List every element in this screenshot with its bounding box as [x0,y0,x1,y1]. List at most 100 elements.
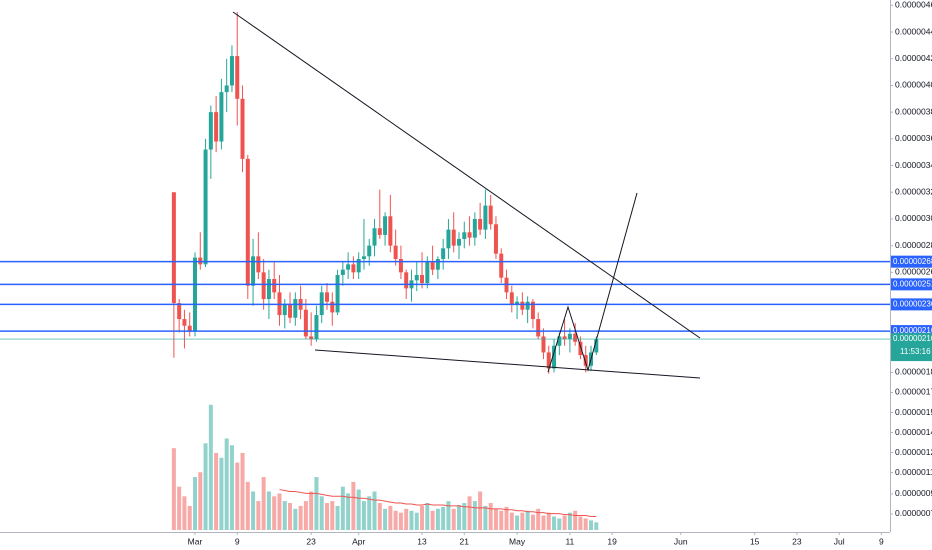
candle-body [171,192,176,304]
x-tick-label: Jul [834,536,845,546]
volume-bar [435,508,440,530]
candle-body [594,339,599,353]
candle-body [340,269,345,276]
y-tick-label: 0.00000170 [895,387,932,397]
candle-body [562,336,567,340]
candle-body [256,256,261,273]
x-tick-label: May [509,536,526,546]
candle-body [303,309,308,337]
volume-bar [420,505,425,530]
candle-body [530,301,535,320]
volume-bar [214,452,219,530]
candle-body [441,248,446,259]
volume-bar [224,438,229,530]
level-label: 0.00000216 [893,326,932,335]
candle-body [520,301,525,310]
candle-body [388,216,393,246]
candle-body [446,229,451,249]
volume-bar [356,489,361,530]
y-tick-label: 0.00000280 [895,240,932,250]
level-label-box [891,298,932,311]
volume-bar [193,477,197,530]
candle-body [578,341,583,356]
volume-bar [351,481,356,530]
volume-bar [361,501,366,530]
candle-body [245,158,250,286]
candle-body [377,228,382,235]
volume-bar [393,510,398,530]
candle-body [235,56,240,99]
volume-bar [367,496,372,530]
candle-body [567,333,572,340]
volume-bar [245,481,250,530]
candle-body [177,303,182,320]
volume-bar [462,503,467,530]
volume-bar [240,452,245,530]
candle-body [414,275,419,281]
candle-body [457,238,461,246]
volume-bar [430,510,435,530]
level-label-box [891,255,932,268]
y-tick-label: 0.00000340 [895,160,932,170]
volume-bar [478,491,483,530]
volume-bar [272,496,277,530]
candle-body [182,319,187,326]
candle-body [372,228,377,246]
candle-body [361,256,366,259]
x-tick-label: 13 [417,536,427,546]
level-label-box [891,278,932,291]
projection-path [547,192,638,373]
candle-body [293,299,298,318]
x-tick-label: Apr [352,536,365,546]
candle-body [261,272,266,300]
volume-bar [552,516,557,530]
x-tick-label: 23 [306,536,316,546]
volume-bar [515,515,520,530]
volume-bar [583,518,588,530]
y-tick-label: 0.00000440 [895,26,932,36]
candle-body [435,258,440,270]
candle-body [541,336,546,353]
candle-body [557,336,562,346]
volume-bar [530,514,535,530]
volume-bar [256,501,261,530]
candle-body [573,333,578,342]
candle-body [367,245,372,257]
candle-body [493,224,498,254]
volume-bar [335,505,340,530]
trend-line [232,11,701,339]
candle-body [193,257,197,332]
volume-bar [208,404,213,530]
volume-bar [383,508,388,530]
volume-bar [340,486,345,530]
candle-body [467,232,472,238]
volume-bar [319,496,324,530]
y-tick-label: 0.00000460 [895,0,932,10]
x-tick-label: Mar [188,536,203,546]
candle-body [546,352,551,369]
candle-body [430,261,435,270]
candle-body [335,275,340,313]
candle-body [515,301,520,305]
y-tick-label: 0.00000125 [895,447,932,457]
volume-bar [229,445,234,530]
candle-body [346,264,351,270]
volume-bar [251,491,256,530]
volume-bar [425,503,430,530]
volume-bar [504,506,509,530]
volume-bar [457,504,461,530]
candle-body [383,216,388,235]
volume-bar [235,462,240,530]
volume-bar [187,505,192,530]
candle-body [229,56,234,86]
candle-body [187,325,192,332]
candle-body [472,218,477,238]
volume-bar [483,505,488,530]
x-tick-label: 15 [750,536,760,546]
candle-body [483,205,488,230]
y-tick-label: 0.00000079 [895,508,932,518]
y-tick-label: 0.00000300 [895,213,932,223]
x-tick-label: 21 [460,536,470,546]
candle-body [309,336,314,340]
